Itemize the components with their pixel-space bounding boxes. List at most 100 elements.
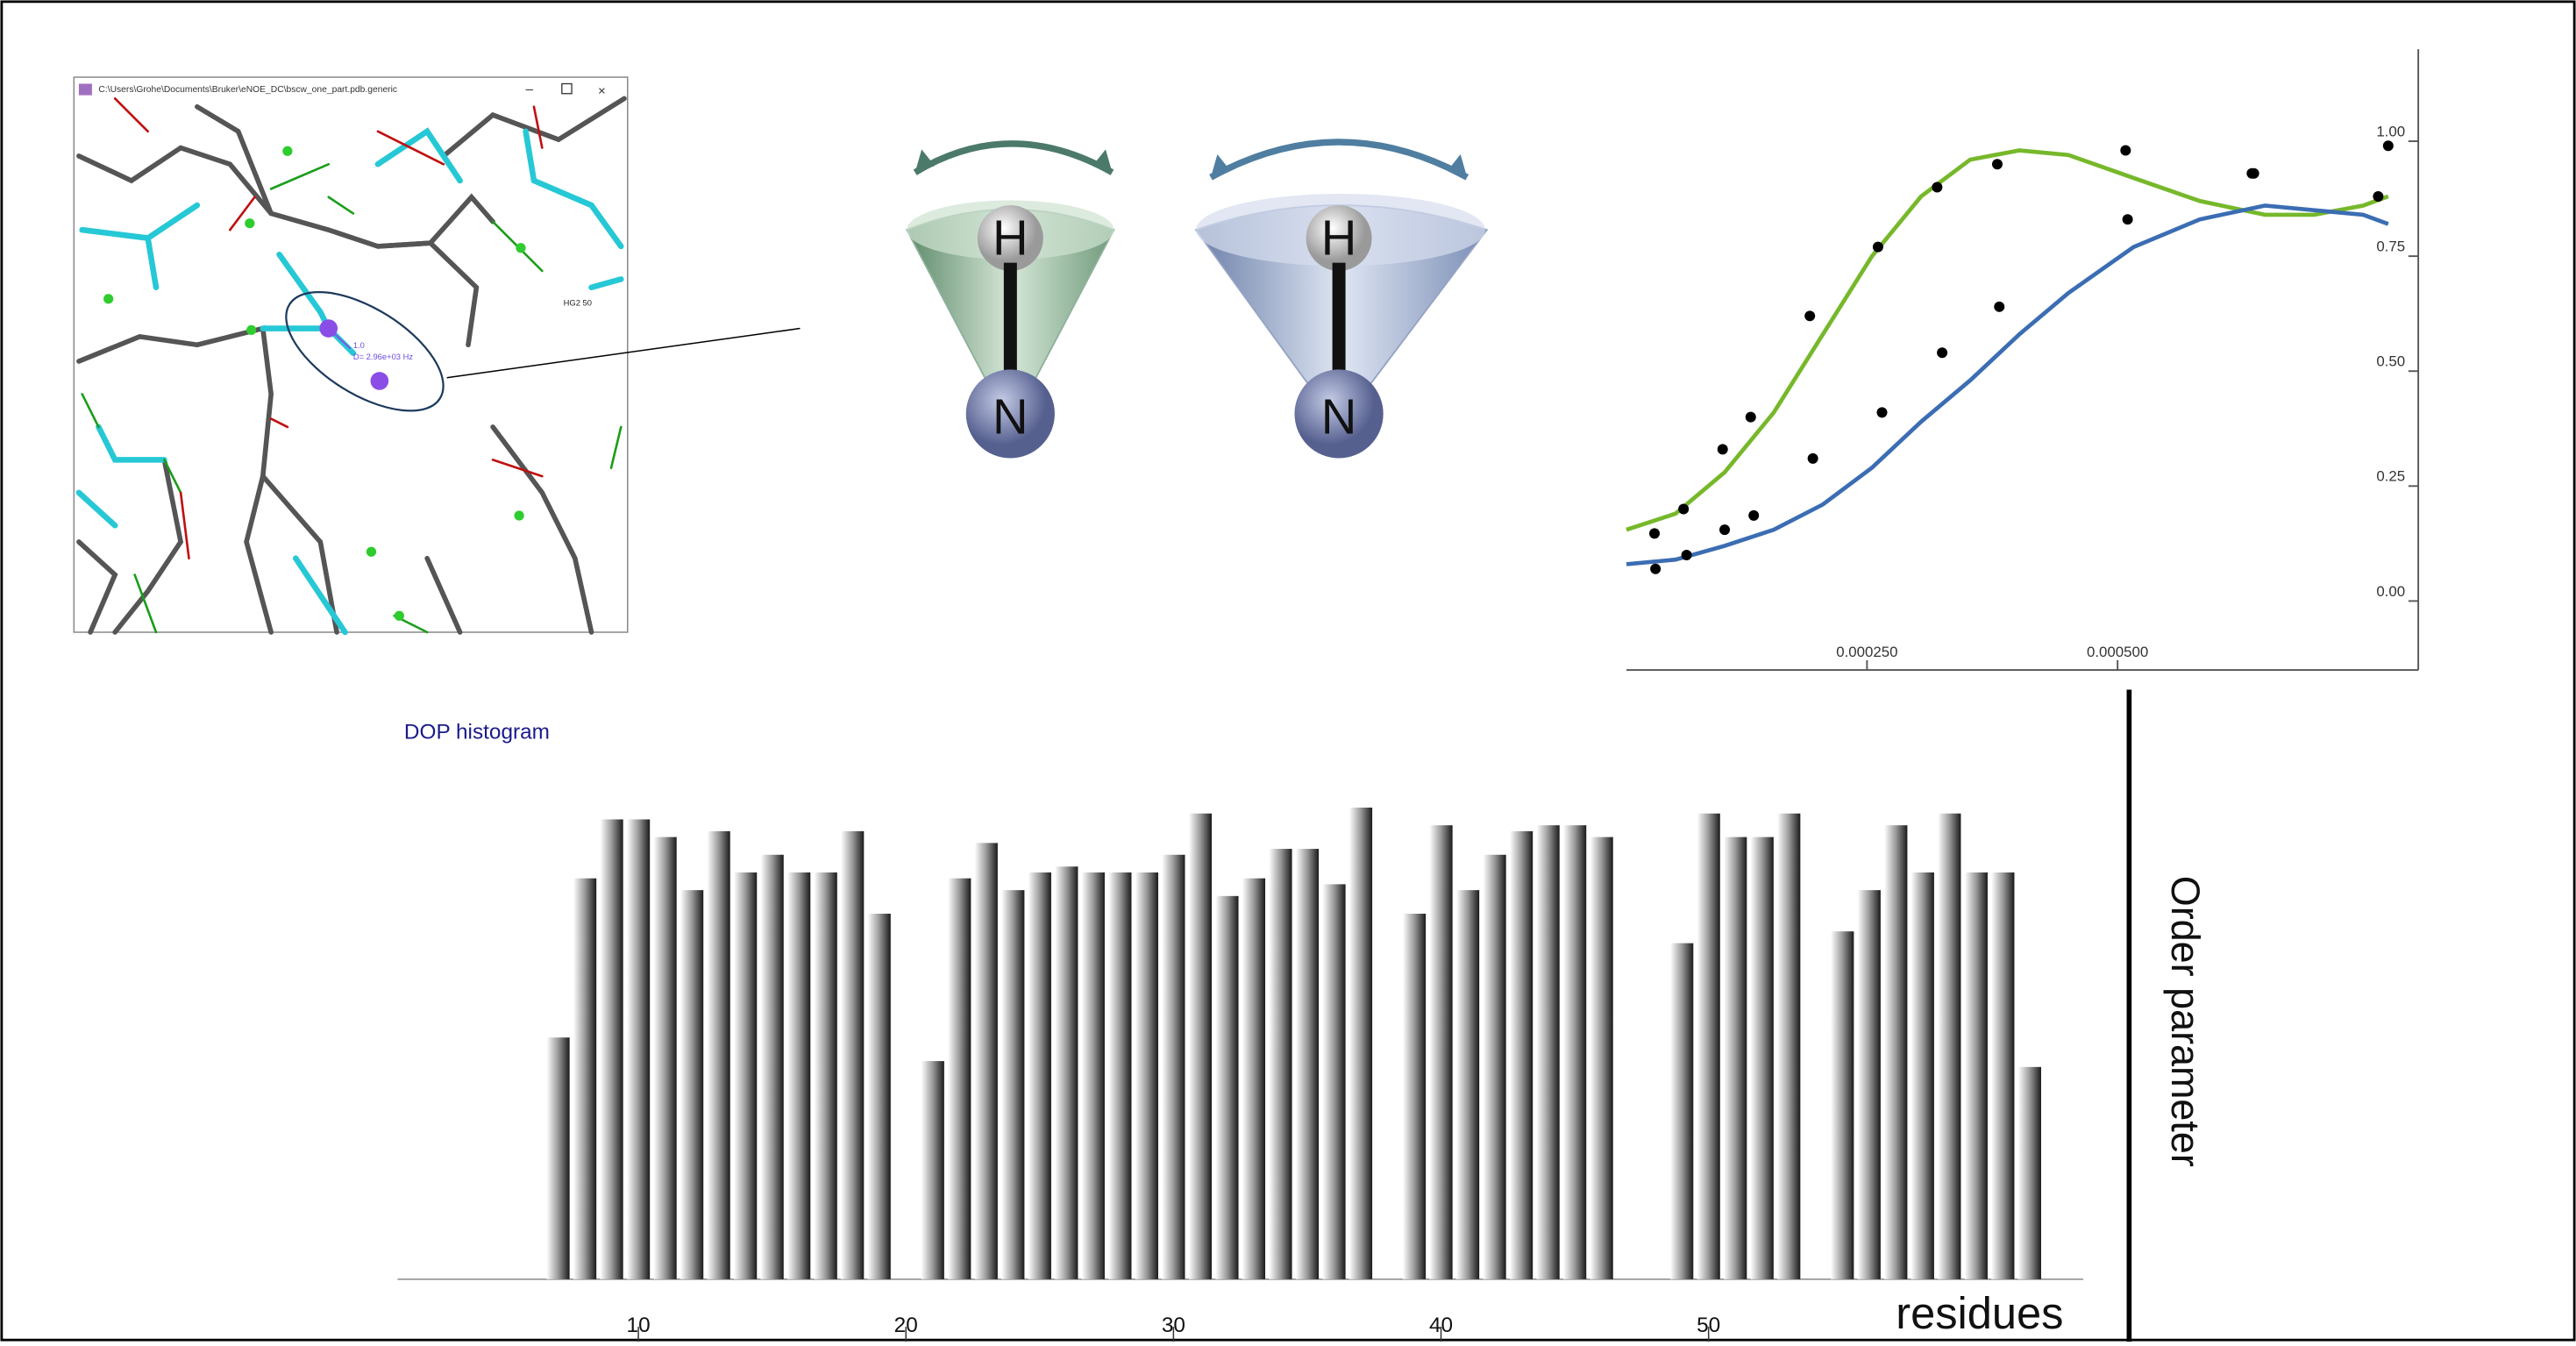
- data-point: [2123, 214, 2133, 224]
- chart-title: DOP histogram: [404, 721, 550, 744]
- bar: [841, 831, 864, 1279]
- x-tick-label: 0.000250: [1836, 644, 1897, 660]
- bar: [1991, 872, 2014, 1279]
- y-axis-label: Order parameter: [2163, 876, 2208, 1167]
- bar: [922, 1061, 944, 1279]
- bar: [1831, 931, 1854, 1279]
- bar: [1162, 855, 1185, 1279]
- data-point: [1746, 412, 1756, 423]
- bar: [1510, 831, 1533, 1279]
- x-tick-label: 20: [894, 1314, 918, 1337]
- bar: [1403, 914, 1426, 1279]
- app-icon: [79, 84, 92, 96]
- label-coupling: D= 2.96e+03 Hz: [353, 353, 414, 361]
- y-tick-label: 0.75: [2376, 239, 2405, 255]
- bar: [1777, 814, 1800, 1279]
- data-point: [1718, 444, 1728, 454]
- bar: [1296, 849, 1319, 1279]
- data-point: [1932, 182, 1942, 192]
- bar: [1269, 849, 1292, 1279]
- x-tick-label: 40: [1429, 1314, 1453, 1337]
- bar: [1590, 837, 1612, 1279]
- data-point: [1719, 524, 1730, 535]
- bar: [815, 872, 837, 1279]
- atom-label: N: [1321, 388, 1357, 444]
- atom-label: H: [993, 210, 1028, 265]
- page: {"window": {"title": "C:\\Users\\Grohe\\…: [0, 0, 2576, 1342]
- bar: [1536, 825, 1559, 1279]
- bar: [1349, 808, 1372, 1279]
- bar: [1108, 872, 1131, 1279]
- bar: [1082, 872, 1105, 1279]
- x-tick-label: 30: [1162, 1314, 1185, 1337]
- bar: [1242, 879, 1265, 1279]
- bar: [1483, 855, 1505, 1279]
- window-title: C:\Users\Grohe\Documents\Bruker\eNOE_DC\…: [98, 85, 397, 95]
- bar: [573, 879, 596, 1279]
- bar: [868, 914, 891, 1279]
- window-controls[interactable]: –: [526, 82, 534, 97]
- bar: [1456, 890, 1479, 1279]
- data-point: [1937, 347, 1947, 358]
- bar: [1322, 884, 1345, 1278]
- data-point: [1873, 242, 1883, 253]
- bond: [1333, 263, 1346, 386]
- data-point: [2249, 168, 2259, 179]
- bar: [1884, 825, 1907, 1279]
- label-atom: HG2 50: [564, 298, 592, 307]
- bar: [1135, 872, 1158, 1279]
- y-tick-label: 0.25: [2376, 468, 2405, 485]
- data-point: [1877, 407, 1888, 417]
- bar: [708, 831, 730, 1279]
- bar: [546, 1037, 569, 1279]
- data-point: [1804, 310, 1815, 321]
- bar: [1724, 837, 1747, 1279]
- bar: [1938, 814, 1960, 1279]
- bar: [1001, 890, 1024, 1279]
- bar: [1751, 837, 1774, 1279]
- label-distance: 1.0: [353, 341, 365, 350]
- bar: [948, 879, 971, 1279]
- bar: [1911, 872, 1934, 1279]
- bar: [600, 819, 623, 1278]
- bar: [1858, 890, 1881, 1279]
- x-tick-label: 0.000500: [2087, 644, 2148, 660]
- bar: [1215, 896, 1238, 1279]
- y-tick-label: 0.50: [2376, 353, 2405, 370]
- close-button[interactable]: ×: [598, 84, 606, 99]
- bar: [1563, 825, 1586, 1279]
- bar: [787, 872, 810, 1279]
- bar: [2018, 1067, 2041, 1279]
- bar: [627, 819, 650, 1278]
- bar: [1670, 944, 1693, 1279]
- window-frame: [74, 77, 627, 632]
- bar: [734, 872, 757, 1279]
- bar: [680, 890, 703, 1279]
- figure: C:\Users\Grohe\Documents\Bruker\eNOE_DC\…: [0, 0, 2576, 1342]
- x-tick-label: 50: [1697, 1314, 1720, 1337]
- data-point: [1994, 302, 2004, 312]
- bond: [1004, 263, 1017, 386]
- atom-label: H: [1321, 210, 1357, 265]
- bar: [1028, 872, 1051, 1279]
- bar: [1697, 814, 1720, 1279]
- data-point: [1808, 453, 1818, 464]
- x-axis-label: residues: [1896, 1288, 2063, 1338]
- y-tick-label: 1.00: [2376, 123, 2405, 139]
- bar: [975, 843, 998, 1279]
- data-point: [1682, 550, 1692, 560]
- bar: [653, 837, 676, 1279]
- bar: [1965, 872, 1988, 1279]
- data-point: [2373, 191, 2383, 202]
- data-point: [2120, 146, 2131, 156]
- bar: [1429, 825, 1452, 1279]
- y-tick-label: 0.00: [2376, 583, 2405, 600]
- data-point: [2383, 140, 2394, 151]
- x-tick-label: 10: [627, 1314, 651, 1337]
- data-point: [1992, 159, 2003, 169]
- bar: [761, 855, 784, 1279]
- data-point: [1748, 510, 1759, 521]
- data-point: [1650, 564, 1661, 574]
- bar: [1189, 814, 1212, 1279]
- data-point: [1649, 528, 1660, 538]
